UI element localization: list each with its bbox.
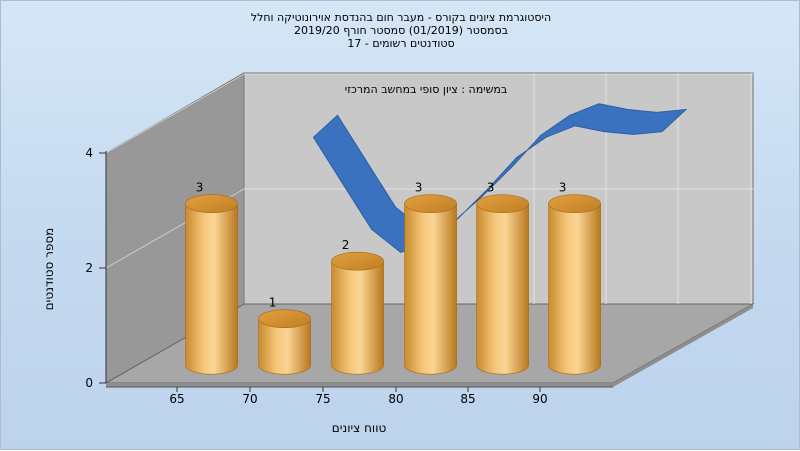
- bar-value-label: 2: [342, 238, 350, 252]
- bar: 3: [548, 181, 601, 375]
- bar: 3: [476, 181, 529, 375]
- floor-front-edge: [106, 383, 613, 387]
- bar-body: [404, 203, 457, 375]
- bar: 2: [331, 238, 384, 375]
- x-axis: 65 70 75 80 85 90: [106, 386, 613, 406]
- title-line-3: סטודנטים רשומים - 17: [347, 37, 455, 50]
- bar-value-label: 3: [559, 181, 567, 195]
- bar: 1: [258, 296, 311, 375]
- bar-body: [331, 260, 384, 375]
- x-axis-title: טווח ציונים: [332, 421, 387, 435]
- bar-value-label: 3: [487, 181, 495, 195]
- bar-body: [548, 203, 601, 375]
- title-line-2: בסמסטר (01/2019) סמסטר חורף 2019/20: [294, 24, 508, 37]
- x-tick-label: 75: [315, 392, 330, 406]
- bar-top: [258, 309, 311, 329]
- y-axis-title: מספר סטודנטים: [42, 228, 56, 311]
- x-tick-label: 85: [460, 392, 475, 406]
- right-edge: [613, 304, 753, 387]
- bar-top: [548, 194, 601, 213]
- y-tick-label: 2: [85, 261, 93, 275]
- x-tick-label: 70: [242, 392, 257, 406]
- bars: 3 1 2 3 3 3: [185, 181, 601, 375]
- bar: 3: [404, 181, 457, 375]
- y-tick-label: 0: [85, 376, 93, 390]
- bar-top: [331, 251, 384, 271]
- chart-title: היסטוגרמת ציונים בקורס - מעבר חום בהנדסת…: [1, 11, 800, 50]
- bar-value-label: 1: [269, 296, 277, 310]
- bar-value-label: 3: [196, 181, 204, 195]
- chart-annotation: במשימה : ציון סופי במחשב המרכזי: [345, 83, 508, 96]
- bar-top: [185, 194, 238, 213]
- bar-top: [476, 194, 529, 213]
- title-line-1: היסטוגרמת ציונים בקורס - מעבר חום בהנדסת…: [250, 11, 552, 24]
- x-tick-label: 90: [532, 392, 547, 406]
- bar-body: [476, 203, 529, 375]
- x-tick-label: 80: [388, 392, 403, 406]
- bar-body: [258, 318, 311, 375]
- x-tick-label: 65: [169, 392, 184, 406]
- bar-value-label: 3: [415, 181, 423, 195]
- y-axis: 0 2 4: [85, 146, 107, 390]
- y-tick-label: 4: [85, 146, 93, 160]
- bar: 3: [185, 181, 238, 375]
- grid-line-side: [105, 73, 245, 154]
- bar-top: [404, 194, 457, 213]
- bar-body: [185, 203, 238, 375]
